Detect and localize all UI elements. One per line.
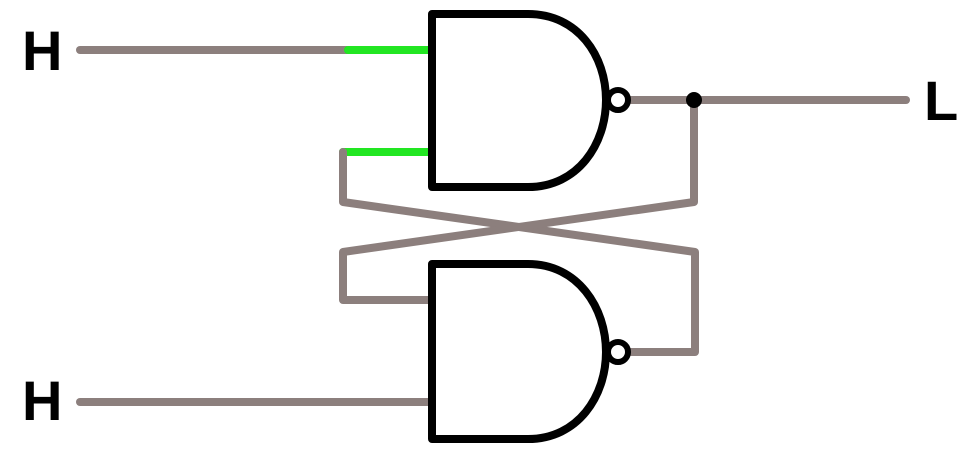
junction-dot bbox=[686, 92, 702, 108]
output-label: L bbox=[924, 69, 958, 132]
input-label-bottom: H bbox=[22, 369, 62, 432]
nand-gate-bottom-inverter-bubble bbox=[605, 339, 631, 365]
nand-gate-top-inverter-bubble bbox=[605, 87, 631, 113]
feedback-wire-output-to-bottom-input bbox=[339, 96, 698, 304]
feedback-wire-top-to-bottom-output bbox=[339, 148, 699, 356]
nand-gate-bottom bbox=[428, 260, 610, 443]
nand-gate-top bbox=[428, 10, 610, 191]
input-label-top: H bbox=[22, 19, 62, 82]
